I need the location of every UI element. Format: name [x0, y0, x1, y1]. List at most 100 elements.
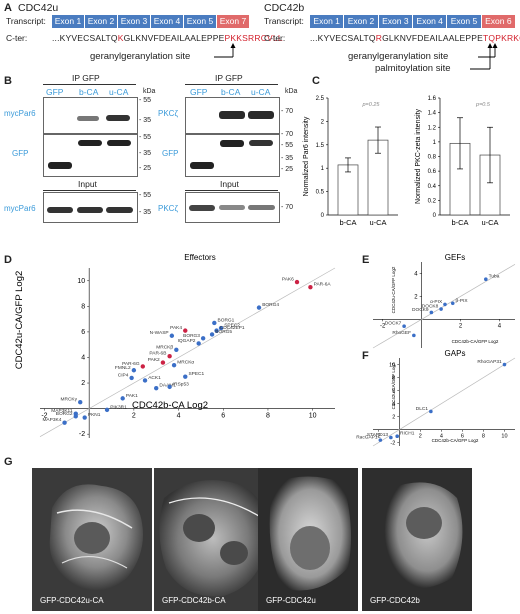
data-point — [502, 362, 507, 367]
seq-part: GLKNVFDEAILAALEPPE — [123, 33, 225, 43]
data-point — [160, 360, 166, 365]
exon-box: Exon 3 — [378, 15, 412, 28]
x-tick-label: 10 — [309, 413, 317, 420]
point-label: PAK4 — [170, 325, 182, 331]
lane-label-b-ca: b-CA — [221, 87, 241, 97]
point-label: SPEC2 — [224, 323, 240, 329]
data-point — [256, 305, 262, 310]
point-label: BORG4 — [262, 302, 279, 308]
data-point — [439, 307, 443, 311]
x-tick-label: u-CA — [369, 218, 386, 227]
x-tick-label: 2 — [459, 323, 463, 329]
marker-35: - 35 — [281, 155, 294, 162]
x-tick-label: 8 — [266, 413, 270, 420]
seq-part: GLKNVFDEAILAALEPPE — [382, 33, 484, 43]
x-tick-label: b-CA — [339, 218, 356, 227]
marker-70: - 70 — [281, 131, 294, 138]
panel-label-f: F — [362, 350, 369, 362]
point-label: PAR-6G — [122, 361, 140, 367]
cterm-sequence-left: ...KYVECSALTQKGLKNVFDEAILAALEPPEPKKSRRCV… — [52, 33, 283, 43]
cdc42b-title: CDC42b — [264, 2, 305, 14]
point-label: MRCKα — [177, 360, 194, 366]
data-point — [131, 368, 137, 373]
data-point — [167, 353, 172, 359]
row-label-pkczeta-input: PKCζ — [158, 204, 178, 213]
y-axis-label: CDC42u-CA/GFP Log2 — [14, 271, 25, 370]
point-label: ACK1 — [148, 375, 161, 381]
x-tick-label: 2 — [419, 434, 422, 440]
geranylgeranylation-site-label-left: geranylgeranylation site — [90, 51, 191, 62]
blot-ip-gfp-right — [185, 134, 280, 177]
blot-ip-mycpar6 — [43, 97, 138, 134]
p-value-annotation: p=0.5 — [475, 102, 491, 108]
seq-divergent-tail: TQPKRKCCIF — [483, 33, 520, 43]
x-tick-label: 8 — [482, 434, 485, 440]
data-point — [73, 414, 78, 419]
input-header-rule — [185, 190, 278, 191]
data-point — [395, 434, 399, 439]
lane-label-gfp: GFP — [190, 87, 208, 97]
data-point — [214, 328, 219, 333]
data-point — [378, 438, 383, 442]
data-point — [169, 333, 175, 338]
y-tick-label: -2 — [79, 431, 85, 438]
row-label-gfp-left: GFP — [12, 149, 29, 158]
seq-divergent-tail: PKKSRRCVLL — [224, 33, 283, 43]
point-label: MRCKγ — [60, 397, 77, 403]
data-point — [167, 384, 172, 390]
ip-header-rule — [185, 84, 278, 85]
point-label: N-WASP — [150, 330, 169, 336]
x-tick-label: 2 — [132, 413, 136, 420]
point-label: RICH1 — [400, 431, 415, 437]
y-tick-label: 2 — [392, 415, 395, 421]
data-point — [389, 435, 393, 440]
exon-box: Exon 4 — [413, 15, 447, 28]
data-point — [429, 409, 433, 414]
seq-part: ...KYVECSALTQ — [310, 33, 376, 43]
micrograph-3: GFP-CDC42u — [258, 468, 358, 611]
point-label: MAP3K4 — [42, 417, 61, 423]
exon-box: Exon 5 — [447, 15, 481, 28]
point-label: DOCK8 — [422, 304, 439, 310]
data-point — [212, 320, 217, 326]
exon-box: Exon 6 — [481, 15, 515, 28]
y-tick-label: 0.4 — [428, 184, 437, 190]
y-tick-label: 8 — [392, 376, 395, 382]
identity-line — [39, 267, 336, 438]
y-tick-label: 0.5 — [316, 190, 325, 196]
exon-box: Exon 1 — [52, 15, 84, 28]
point-label: MRCKβ — [156, 344, 173, 350]
cdc42u-title: CDC42u — [18, 2, 59, 14]
y-axis-label: Normalized PKC-zeta intensity — [415, 109, 422, 204]
point-label: PKN1 — [88, 412, 101, 418]
point-label: PAK2 — [148, 357, 160, 363]
data-point — [78, 400, 83, 405]
y-tick-label: 0 — [433, 213, 437, 219]
blot-ip-pkczeta — [185, 97, 280, 134]
bar-charts-c: 0 0.5 1 1.5 2 2.5 b-CA u-CA p=0.25 Normalized Par… — [303, 96, 510, 227]
data-point — [183, 328, 188, 333]
x-tick-label: -2 — [376, 434, 381, 440]
marker-35: - 35 — [139, 150, 152, 157]
y-tick-label: 2 — [414, 294, 418, 300]
cter-label-left: C-ter: — [6, 33, 28, 43]
identity-line — [372, 263, 516, 349]
y-axis-label: Normalized Par6 intensity — [303, 116, 310, 196]
micrograph-2: GFP-CDC42b-CA — [154, 468, 274, 611]
x-tick-label: 4 — [177, 413, 181, 420]
arrows-lipidation-right — [470, 43, 498, 70]
row-label-gfp-right: GFP — [162, 149, 179, 158]
point-label: α-PIX — [430, 299, 443, 305]
row-label-mycpar6-input: mycPar6 — [4, 204, 36, 213]
y-tick-label: 1 — [433, 140, 437, 146]
chart-title: GAPs — [445, 349, 466, 358]
point-label: PAK1 — [126, 393, 138, 399]
data-point — [429, 310, 434, 315]
x-axis-label: CDC42b-CA/GFP Log2 — [432, 438, 479, 443]
point-label: FMNL2 — [115, 365, 131, 371]
panel-label-g: G — [4, 456, 13, 468]
marker-55: - 55 — [139, 97, 152, 104]
data-point — [174, 347, 179, 353]
y-tick-label: 1.5 — [316, 143, 325, 149]
y-tick-label: 4 — [414, 271, 418, 277]
